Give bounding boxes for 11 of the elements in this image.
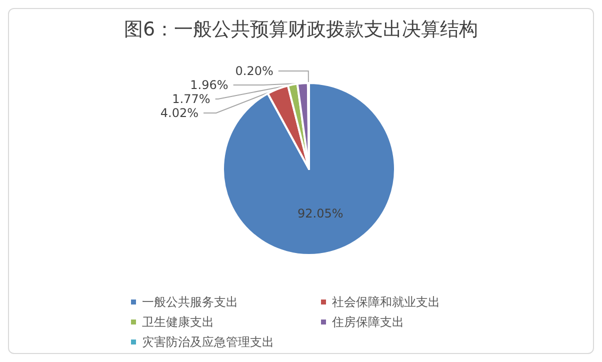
data-label: 0.20% [235, 64, 274, 78]
chart-title: 图6：一般公共预算财政拨款支出决算结构 [124, 18, 478, 40]
data-label: 92.05% [297, 206, 344, 221]
legend-label: 灾害防治及应急管理支出 [142, 335, 274, 349]
legend-label: 住房保障支出 [331, 315, 404, 329]
data-label: 1.77% [172, 92, 210, 106]
legend-label: 卫生健康支出 [142, 315, 214, 329]
data-label: 1.96% [190, 78, 228, 92]
legend-label: 社会保障和就业支出 [332, 295, 440, 309]
legend-label: 一般公共服务支出 [142, 295, 238, 309]
data-label: 4.02% [160, 106, 199, 120]
